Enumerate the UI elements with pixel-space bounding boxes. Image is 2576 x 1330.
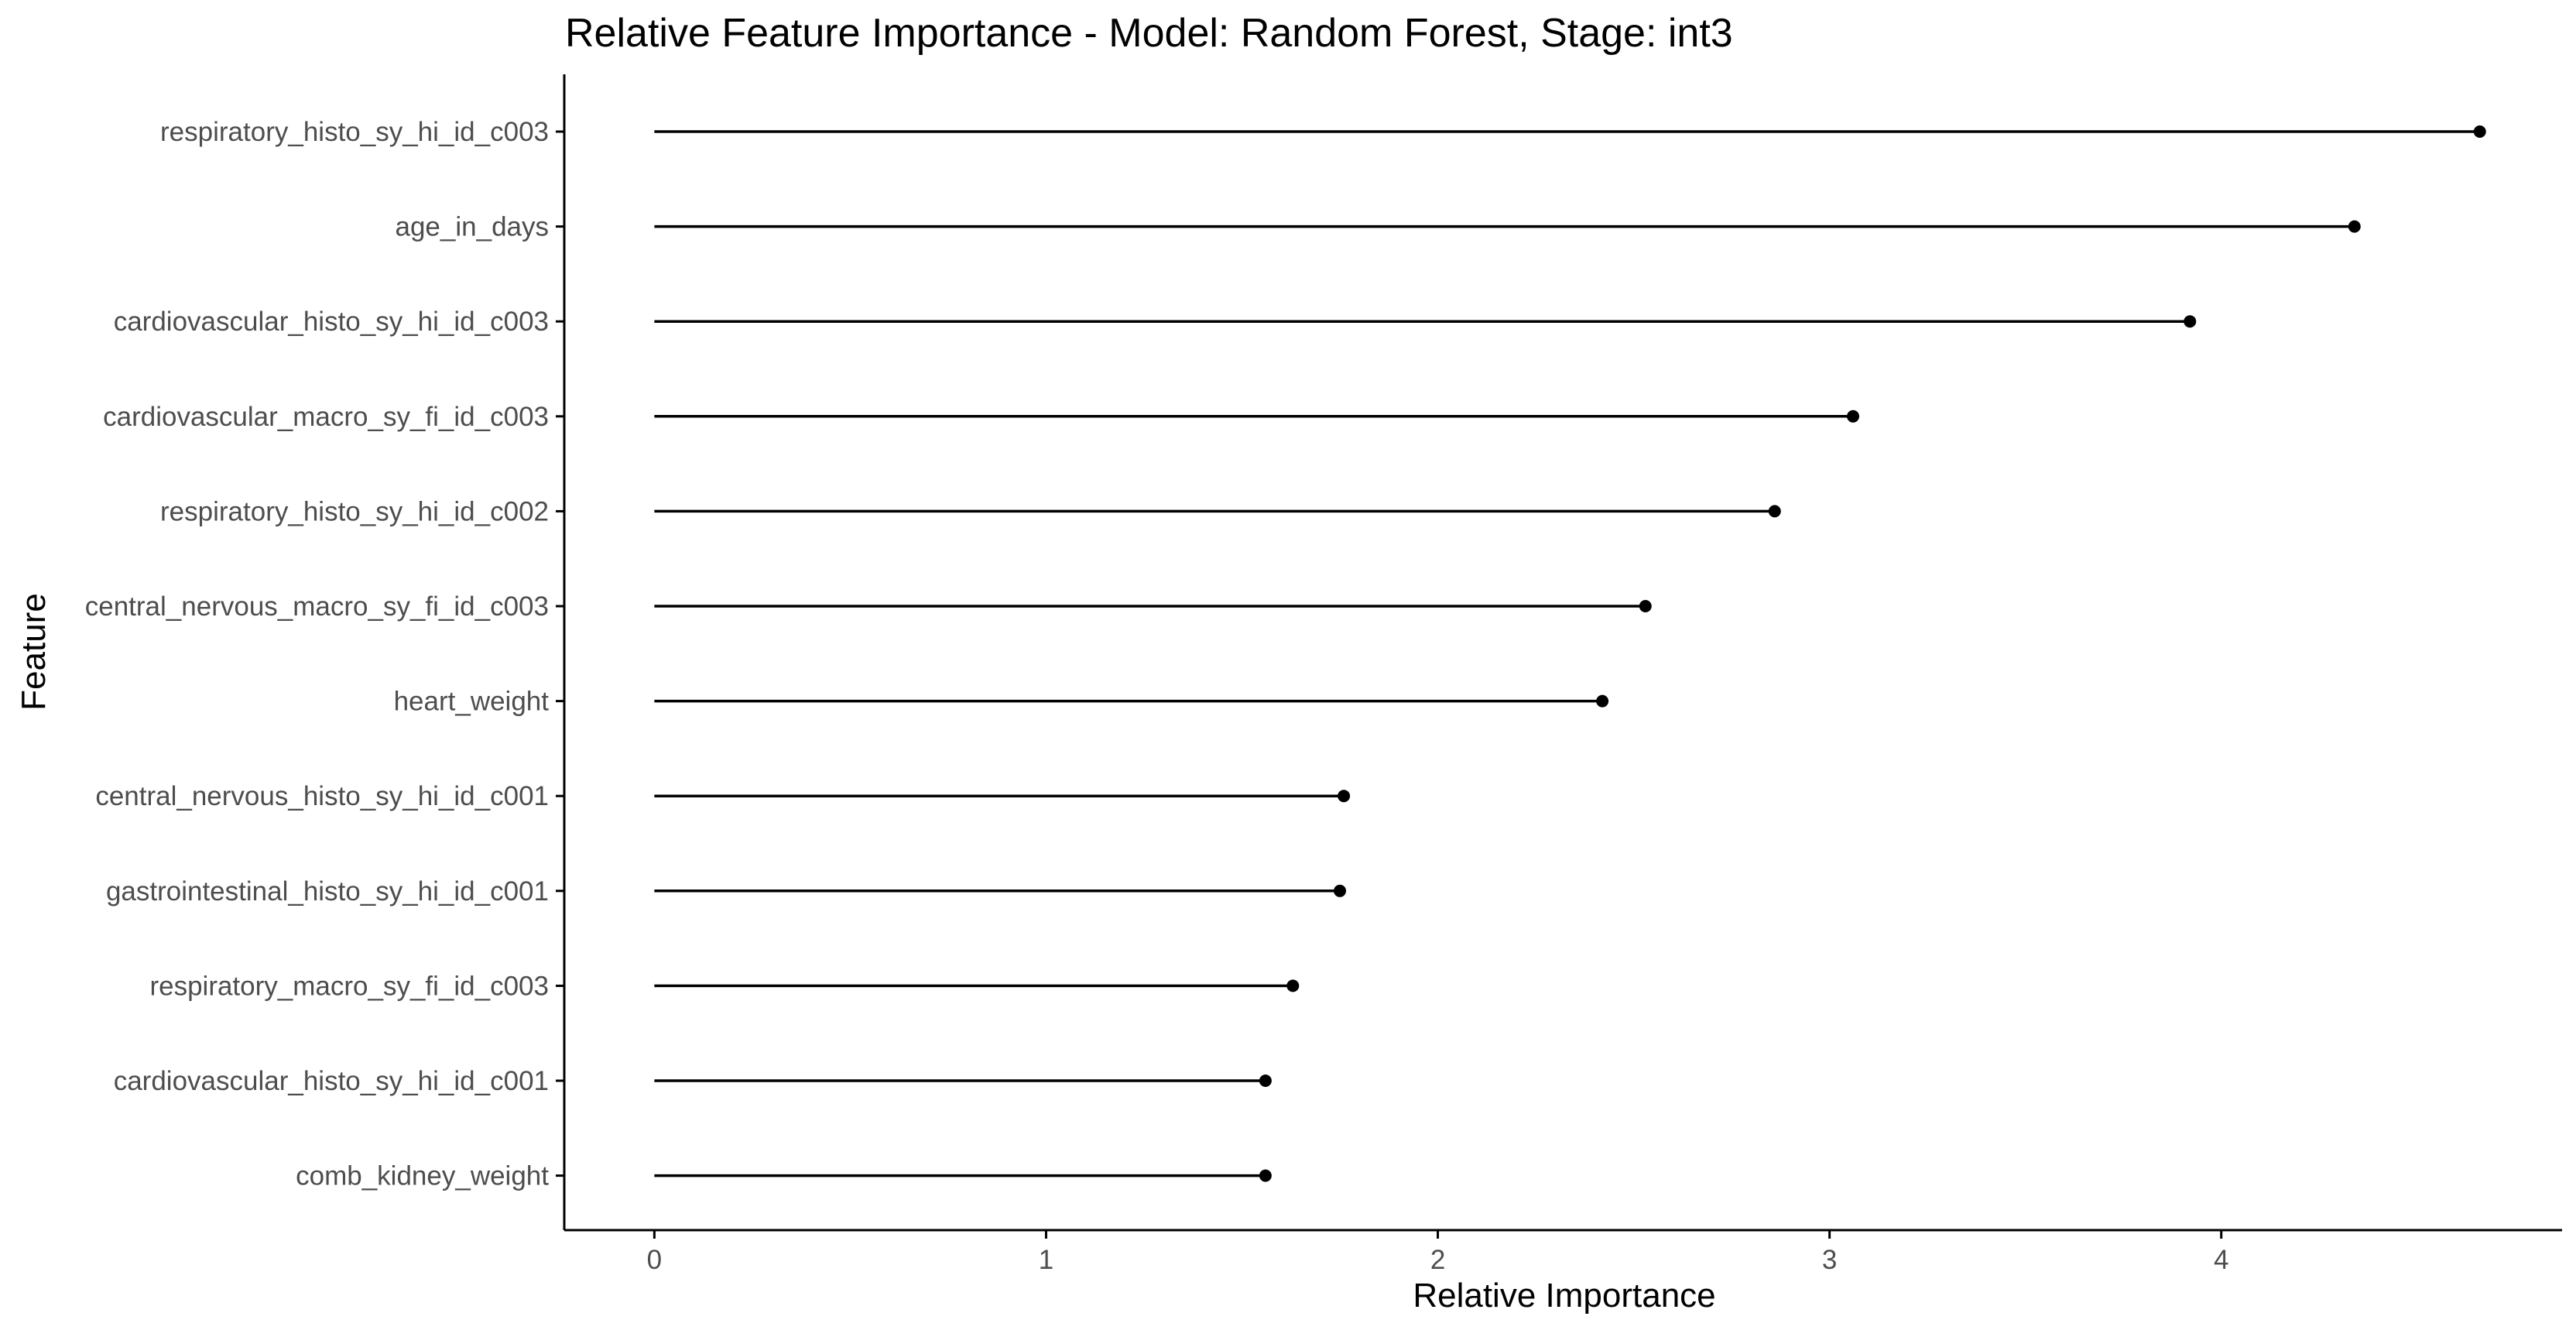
y-tick-label: cardiovascular_macro_sy_fi_id_c003 [103, 402, 549, 432]
y-tick-label: respiratory_histo_sy_hi_id_c003 [160, 117, 549, 147]
y-tick-label: respiratory_histo_sy_hi_id_c002 [160, 496, 549, 526]
x-tick-label: 2 [1430, 1245, 1445, 1275]
y-tick-label: respiratory_macro_sy_fi_id_c003 [149, 971, 549, 1001]
x-tick-label: 4 [2214, 1245, 2228, 1275]
lollipop-point [1596, 694, 1609, 708]
x-axis-title: Relative Importance [1413, 1277, 1715, 1315]
lollipop-point [2348, 220, 2361, 233]
x-tick-label: 0 [647, 1245, 662, 1275]
lollipop-point [1639, 600, 1652, 612]
lollipop-point [2184, 315, 2197, 328]
y-tick-label: age_in_days [396, 212, 550, 242]
y-axis-tick-labels: respiratory_histo_sy_hi_id_c003 age_in_da… [85, 117, 564, 1191]
lollipop-point [1768, 505, 1781, 518]
y-tick-label: cardiovascular_histo_sy_hi_id_c003 [114, 307, 549, 337]
chart-title: Relative Feature Importance - Model: Ran… [565, 11, 1733, 56]
lollipop-point [1846, 410, 1859, 423]
lollipop-point [1286, 979, 1300, 992]
lollipop-point [1259, 1169, 1272, 1182]
y-tick-label: central_nervous_macro_sy_fi_id_c003 [85, 591, 549, 622]
y-axis-title: Feature [15, 593, 53, 711]
x-axis-ticks: 0 1 2 3 4 [647, 1230, 2228, 1275]
lollipop-marks [654, 125, 2486, 1182]
y-tick-label: gastrointestinal_histo_sy_hi_id_c001 [106, 876, 549, 907]
y-tick-label: comb_kidney_weight [296, 1161, 549, 1191]
x-tick-label: 3 [1822, 1245, 1837, 1275]
lollipop-point [1334, 884, 1347, 897]
y-tick-label: cardiovascular_histo_sy_hi_id_c001 [114, 1066, 549, 1096]
lollipop-point [2473, 125, 2486, 138]
y-tick-label: central_nervous_histo_sy_hi_id_c001 [95, 781, 549, 811]
lollipop-point [1338, 790, 1351, 803]
lollipop-point [1259, 1075, 1272, 1087]
y-tick-label: heart_weight [394, 687, 550, 717]
x-tick-label: 1 [1039, 1245, 1053, 1275]
